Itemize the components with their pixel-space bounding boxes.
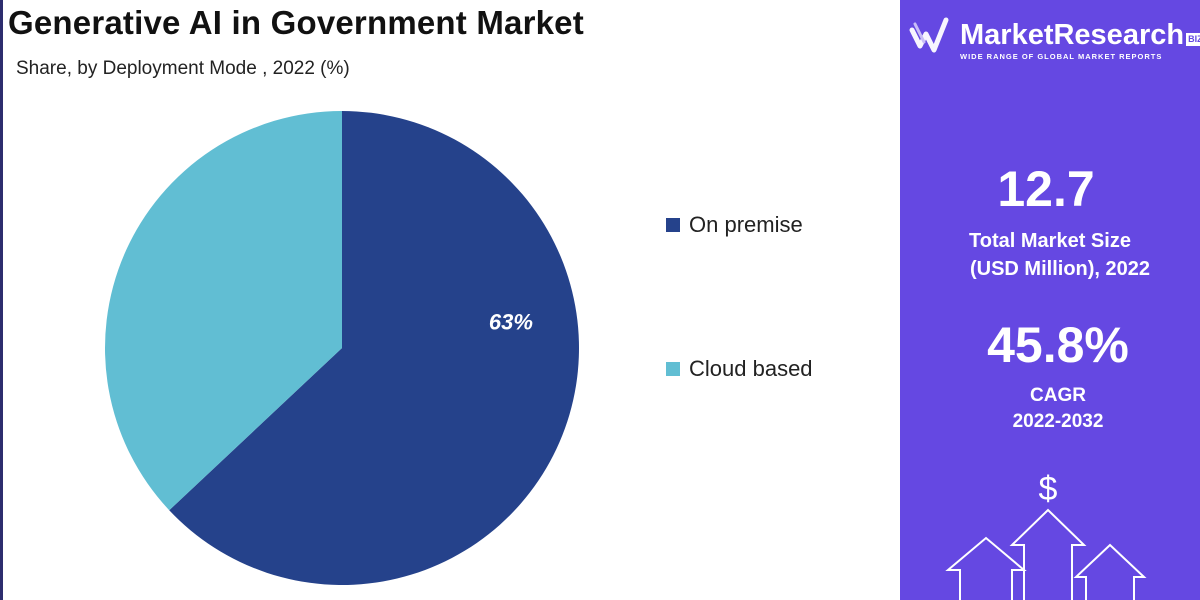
logo: MarketResearch BIZ — [960, 20, 1200, 50]
chart-title: Generative AI in Government Market — [8, 4, 584, 41]
legend-swatch-cloud-based — [666, 362, 680, 376]
left-border — [0, 0, 3, 600]
legend-label-on-premise: On premise — [689, 212, 803, 237]
data-label-on-premise: 63% — [489, 310, 533, 335]
pie-slice-on-premise — [169, 111, 579, 586]
dollar-icon: $ — [1038, 470, 1058, 508]
summary-panel: MarketResearch BIZ WIDE RANGE OF GLOBAL … — [900, 0, 1200, 600]
growth-arrows-icon — [945, 508, 1147, 600]
panel-graphics — [909, 17, 1147, 600]
logo-badge: BIZ — [1186, 33, 1200, 46]
legend-label-cloud-based: Cloud based — [689, 356, 813, 381]
logo-name: MarketResearch — [960, 19, 1185, 51]
pie-slice-cloud-based — [105, 111, 343, 511]
logo-tagline: WIDE RANGE OF GLOBAL MARKET REPORTS — [960, 52, 1163, 61]
legend-item-cloud-based: Cloud based — [666, 356, 813, 382]
chart-subtitle: Share, by Deployment Mode , 2022 (%) — [16, 58, 350, 79]
cagr-period: 2022-2032 — [1012, 411, 1104, 432]
cagr-value: 45.8% — [987, 317, 1129, 373]
cagr-label: CAGR — [1030, 385, 1086, 406]
market-size-label-line2: (USD Million), 2022 — [969, 258, 1151, 280]
logo-check-icon — [909, 17, 949, 53]
market-size-value: 12.7 — [997, 161, 1095, 217]
legend-item-on-premise: On premise — [666, 212, 803, 238]
legend-swatch-on-premise — [666, 218, 680, 232]
market-size-label-line1: Total Market Size — [969, 230, 1131, 252]
pie-chart: 63% — [105, 111, 579, 586]
